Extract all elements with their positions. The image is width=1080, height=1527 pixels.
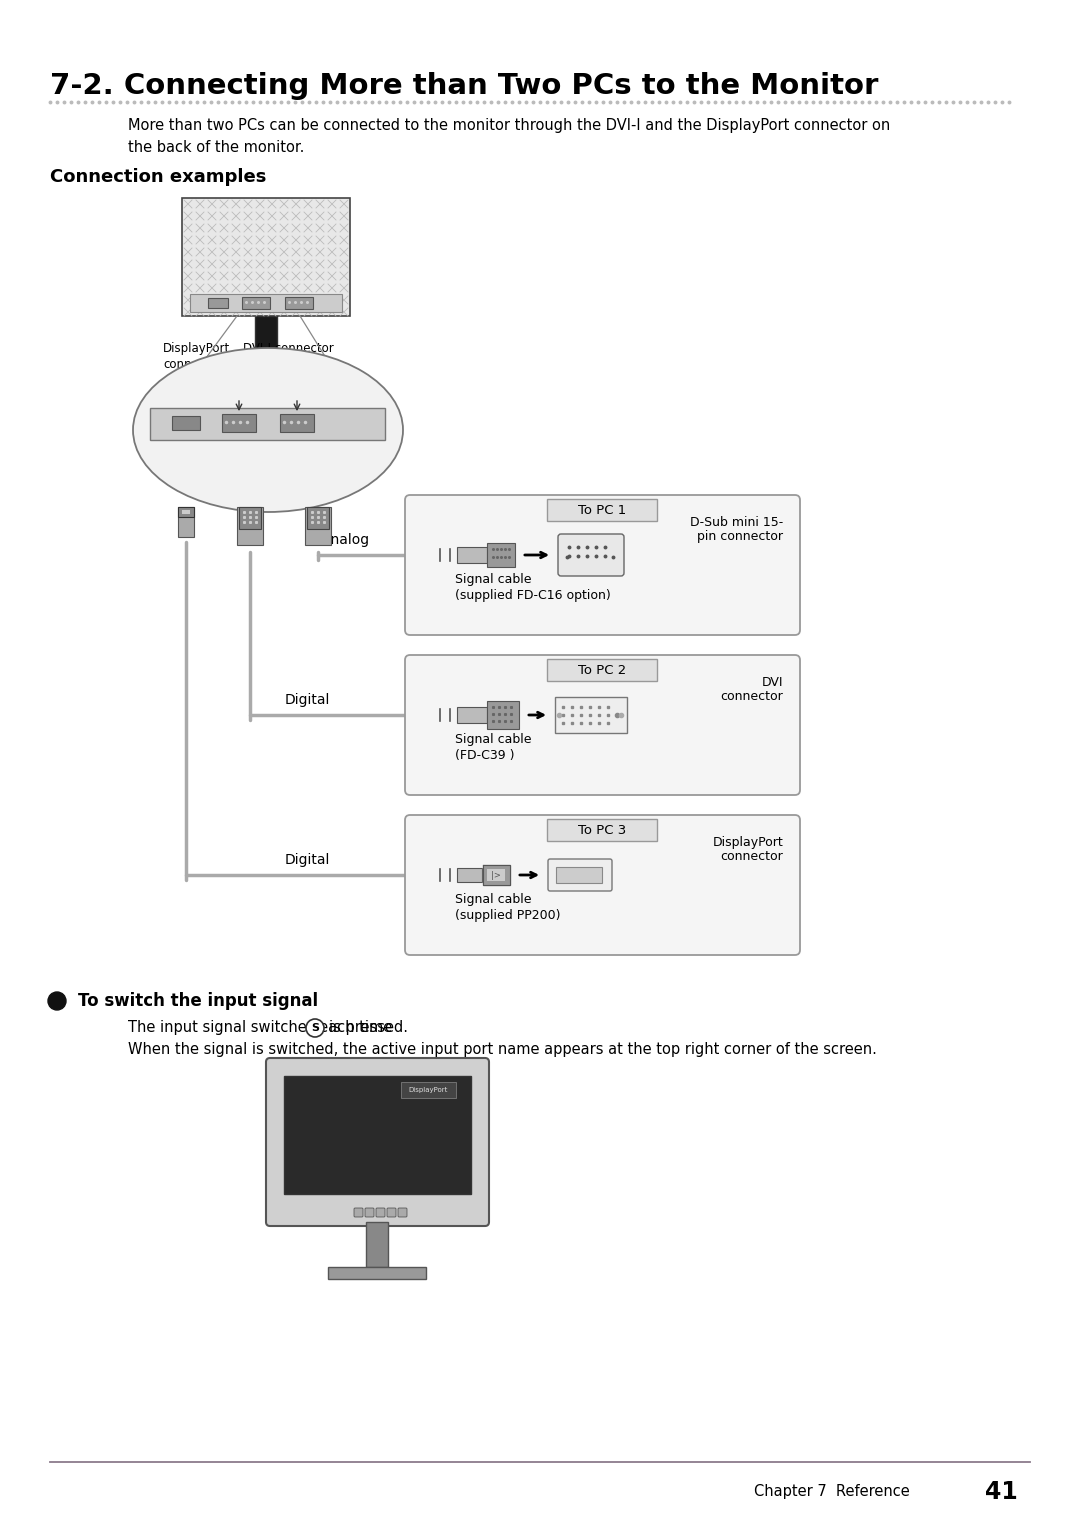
Text: (supplied PP200): (supplied PP200)	[455, 909, 561, 922]
Text: DVI: DVI	[761, 676, 783, 689]
FancyBboxPatch shape	[556, 867, 602, 883]
FancyBboxPatch shape	[546, 499, 657, 521]
Text: S: S	[311, 1023, 319, 1032]
FancyBboxPatch shape	[222, 414, 256, 432]
Text: To PC 1: To PC 1	[578, 504, 626, 516]
FancyBboxPatch shape	[266, 1058, 489, 1226]
Text: Signal cable: Signal cable	[455, 893, 531, 906]
FancyBboxPatch shape	[487, 544, 515, 567]
FancyBboxPatch shape	[230, 368, 302, 379]
FancyBboxPatch shape	[178, 507, 194, 518]
FancyBboxPatch shape	[255, 316, 276, 368]
Text: pin connector: pin connector	[697, 530, 783, 544]
Text: (supplied FD-C16 option): (supplied FD-C16 option)	[455, 589, 611, 602]
Text: (FD-C39 ): (FD-C39 )	[455, 750, 514, 762]
FancyBboxPatch shape	[208, 298, 228, 308]
FancyBboxPatch shape	[239, 507, 261, 528]
Text: DisplayPort: DisplayPort	[408, 1087, 448, 1093]
FancyBboxPatch shape	[399, 1208, 407, 1217]
Circle shape	[306, 1019, 324, 1037]
FancyBboxPatch shape	[280, 414, 314, 432]
Text: 7-2. Connecting More than Two PCs to the Monitor: 7-2. Connecting More than Two PCs to the…	[50, 72, 878, 99]
FancyBboxPatch shape	[172, 415, 200, 431]
Text: Analog: Analog	[322, 533, 370, 547]
Text: DisplayPort
connector: DisplayPort connector	[163, 342, 230, 371]
Text: To PC 3: To PC 3	[578, 823, 626, 837]
Text: 41: 41	[985, 1480, 1018, 1504]
Text: To switch the input signal: To switch the input signal	[78, 993, 319, 1009]
Text: Digital: Digital	[285, 693, 330, 707]
FancyBboxPatch shape	[387, 1208, 396, 1217]
FancyBboxPatch shape	[457, 547, 487, 563]
Text: Connection examples: Connection examples	[50, 168, 267, 186]
Text: DisplayPort: DisplayPort	[712, 835, 783, 849]
FancyBboxPatch shape	[376, 1208, 384, 1217]
FancyBboxPatch shape	[457, 867, 482, 883]
FancyBboxPatch shape	[405, 655, 800, 796]
FancyBboxPatch shape	[237, 507, 264, 545]
FancyBboxPatch shape	[328, 1267, 426, 1280]
Circle shape	[48, 993, 66, 1009]
Text: connector: connector	[720, 851, 783, 863]
FancyBboxPatch shape	[285, 296, 313, 308]
Text: Signal cable: Signal cable	[455, 733, 531, 747]
Polygon shape	[483, 864, 510, 886]
Text: |>: |>	[491, 870, 501, 880]
FancyBboxPatch shape	[405, 495, 800, 635]
Text: Digital: Digital	[285, 854, 330, 867]
FancyBboxPatch shape	[284, 1077, 471, 1194]
Text: To PC 2: To PC 2	[578, 664, 626, 676]
Text: DVI-I connector: DVI-I connector	[243, 342, 334, 354]
FancyBboxPatch shape	[150, 408, 384, 440]
FancyBboxPatch shape	[548, 860, 612, 890]
FancyBboxPatch shape	[366, 1222, 388, 1267]
Text: More than two PCs can be connected to the monitor through the DVI-I and the Disp: More than two PCs can be connected to th…	[129, 118, 890, 133]
FancyBboxPatch shape	[457, 707, 487, 722]
Text: When the signal is switched, the active input port name appears at the top right: When the signal is switched, the active …	[129, 1041, 877, 1057]
FancyBboxPatch shape	[546, 818, 657, 841]
FancyBboxPatch shape	[558, 534, 624, 576]
Text: is pressed.: is pressed.	[329, 1020, 408, 1035]
FancyBboxPatch shape	[178, 507, 194, 538]
FancyBboxPatch shape	[487, 701, 519, 728]
FancyBboxPatch shape	[546, 660, 657, 681]
FancyBboxPatch shape	[242, 296, 270, 308]
FancyBboxPatch shape	[190, 295, 342, 312]
FancyBboxPatch shape	[307, 507, 329, 528]
FancyBboxPatch shape	[555, 696, 627, 733]
FancyBboxPatch shape	[183, 199, 350, 316]
Text: Chapter 7  Reference: Chapter 7 Reference	[754, 1484, 910, 1500]
Text: connector: connector	[720, 690, 783, 702]
Text: The input signal switches each time: The input signal switches each time	[129, 1020, 392, 1035]
FancyBboxPatch shape	[401, 1083, 456, 1098]
FancyBboxPatch shape	[365, 1208, 374, 1217]
Ellipse shape	[133, 348, 403, 512]
FancyBboxPatch shape	[183, 510, 190, 515]
FancyBboxPatch shape	[405, 815, 800, 954]
Text: Signal cable: Signal cable	[455, 573, 531, 586]
FancyBboxPatch shape	[305, 507, 330, 545]
Text: the back of the monitor.: the back of the monitor.	[129, 140, 305, 156]
Text: D-Sub mini 15-: D-Sub mini 15-	[690, 516, 783, 528]
FancyBboxPatch shape	[354, 1208, 363, 1217]
FancyBboxPatch shape	[487, 869, 505, 881]
